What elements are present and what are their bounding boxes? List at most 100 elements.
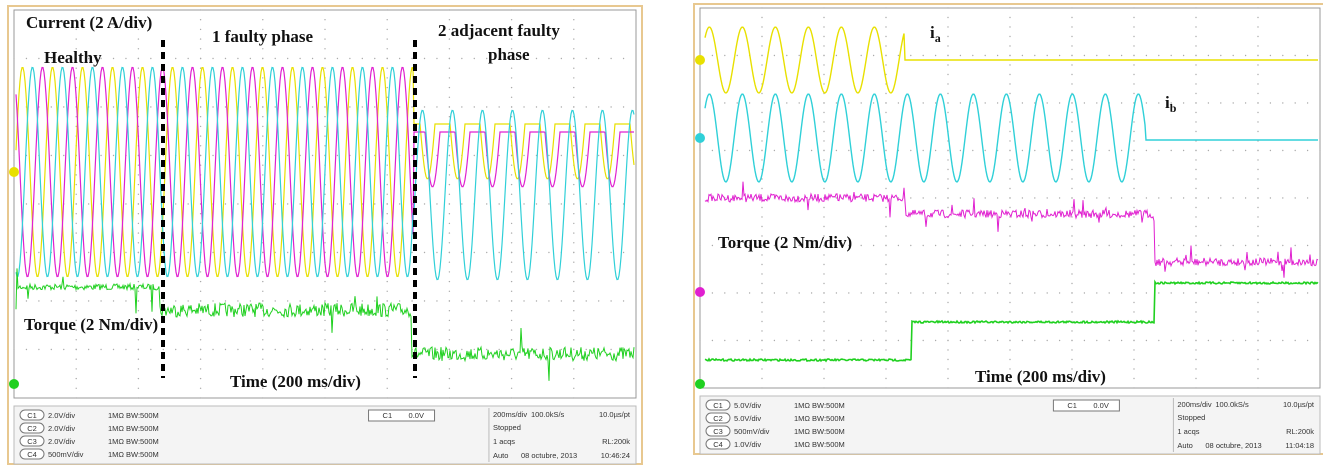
grid-dot [1270,150,1271,151]
grid-dot [1133,93,1134,94]
grid-dot [823,292,824,293]
grid-dot [712,55,713,56]
grid-dot [1034,292,1035,293]
grid-dot [411,252,412,253]
grid-dot [947,387,948,388]
grid-dot [449,203,450,204]
grid-dot [1183,197,1184,198]
grid-dot [324,291,325,292]
trigger-level: 0.0V [1093,401,1108,410]
grid-dot [947,235,948,236]
grid-dot [138,281,139,282]
grid-dot [163,155,164,156]
grid-dot [1220,340,1221,341]
grid-dot [573,329,574,330]
grid-dot [1195,387,1196,388]
grid-dot [349,106,350,107]
grid-dot [885,112,886,113]
grid-dot [786,292,787,293]
grid-dot [387,300,388,301]
grid-dot [38,203,39,204]
grid-dot [324,19,325,20]
grid-dot [100,155,101,156]
grid-dot [873,55,874,56]
grid-dot [1009,159,1010,160]
grid-dot [1257,340,1258,341]
grid-dot [1183,150,1184,151]
grid-dot [947,36,948,37]
grid-dot [836,292,837,293]
grid-dot [1059,292,1060,293]
grid-dot [1109,55,1110,56]
grid-dot [823,264,824,265]
grid-dot [573,271,574,272]
grid-dot [598,252,599,253]
grid-dot [761,340,762,341]
grid-dot [474,155,475,156]
grid-dot [125,349,126,350]
grid-dot [910,150,911,151]
channel-impedance: 1MΩ [794,414,810,423]
grid-dot [387,77,388,78]
grid-dot [511,242,512,243]
grid-dot [299,349,300,350]
grid-dot [324,329,325,330]
grid-dot [799,340,800,341]
grid-dot [1146,340,1147,341]
grid-dot [1307,102,1308,103]
grid-dot [387,397,388,398]
grid-dot [387,291,388,292]
grid-dot [399,252,400,253]
grid-dot [374,58,375,59]
grid-dot [262,320,263,321]
grid-dot [1009,197,1010,198]
grid-dot [724,292,725,293]
grid-dot [947,17,948,18]
grid-dot [1195,235,1196,236]
grid-dot [1319,55,1320,56]
grid-dot [449,106,450,107]
grid-dot [200,349,201,350]
grid-dot [387,310,388,311]
grid-dot [947,245,948,246]
channel-scale: 5.0V/div [734,414,761,423]
channel-scale: 5.0V/div [734,401,761,410]
grid-dot [623,106,624,107]
grid-dot [1282,197,1283,198]
grid-dot [586,155,587,156]
grid-dot [1257,93,1258,94]
channel-scale: 2.0V/div [48,437,75,446]
grid-dot [885,216,886,217]
grid-dot [761,226,762,227]
grid-dot [1233,245,1234,246]
grid-dot [861,292,862,293]
grid-dot [1195,349,1196,350]
grid-dot [498,300,499,301]
grid-dot [1195,17,1196,18]
grid-dot [610,349,611,350]
grid-dot [1257,188,1258,189]
grid-dot [1319,292,1320,293]
grid-dot [138,368,139,369]
grid-dot [449,184,450,185]
grid-dot [1009,349,1010,350]
grid-dot [76,310,77,311]
grid-dot [836,150,837,151]
grid-dot [76,281,77,282]
grid-dot [1270,102,1271,103]
grid-dot [1257,292,1258,293]
grid-dot [1257,121,1258,122]
grid-dot [573,68,574,69]
grid-dot [761,387,762,388]
grid-dot [1195,36,1196,37]
grid-dot [200,116,201,117]
grid-dot [910,292,911,293]
grid-dot [1121,102,1122,103]
grid-dot [511,9,512,10]
grid-dot [586,106,587,107]
grid-dot [1195,64,1196,65]
grid-dot [324,58,325,59]
grid-dot [387,320,388,321]
grid-dot [511,194,512,195]
grid-dot [138,68,139,69]
